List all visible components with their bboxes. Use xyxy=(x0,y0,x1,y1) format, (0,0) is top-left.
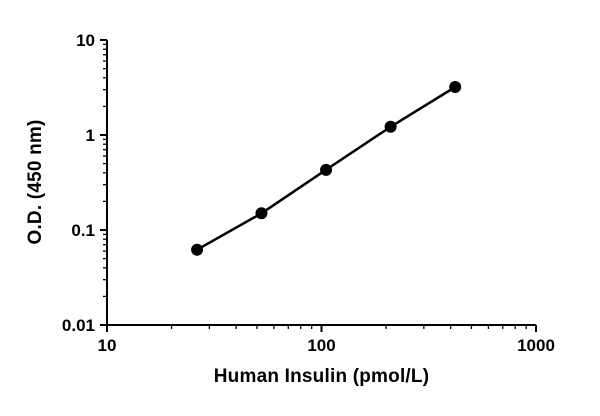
x-axis-title: Human Insulin (pmol/L) xyxy=(213,366,430,387)
y-axis-title: O.D. (450 nm) xyxy=(25,119,46,245)
data-point xyxy=(449,81,462,94)
data-point xyxy=(320,163,333,176)
y-tick-label: 0.01 xyxy=(62,316,95,335)
data-point xyxy=(384,120,397,133)
y-tick-label: 10 xyxy=(76,31,95,50)
x-tick-label: 10 xyxy=(98,336,117,355)
y-tick-label: 1 xyxy=(86,126,95,145)
y-tick-label: 0.1 xyxy=(71,221,95,240)
x-tick-label: 100 xyxy=(307,336,335,355)
data-point xyxy=(191,243,204,256)
data-point xyxy=(255,207,268,220)
x-tick-label: 1000 xyxy=(517,336,555,355)
